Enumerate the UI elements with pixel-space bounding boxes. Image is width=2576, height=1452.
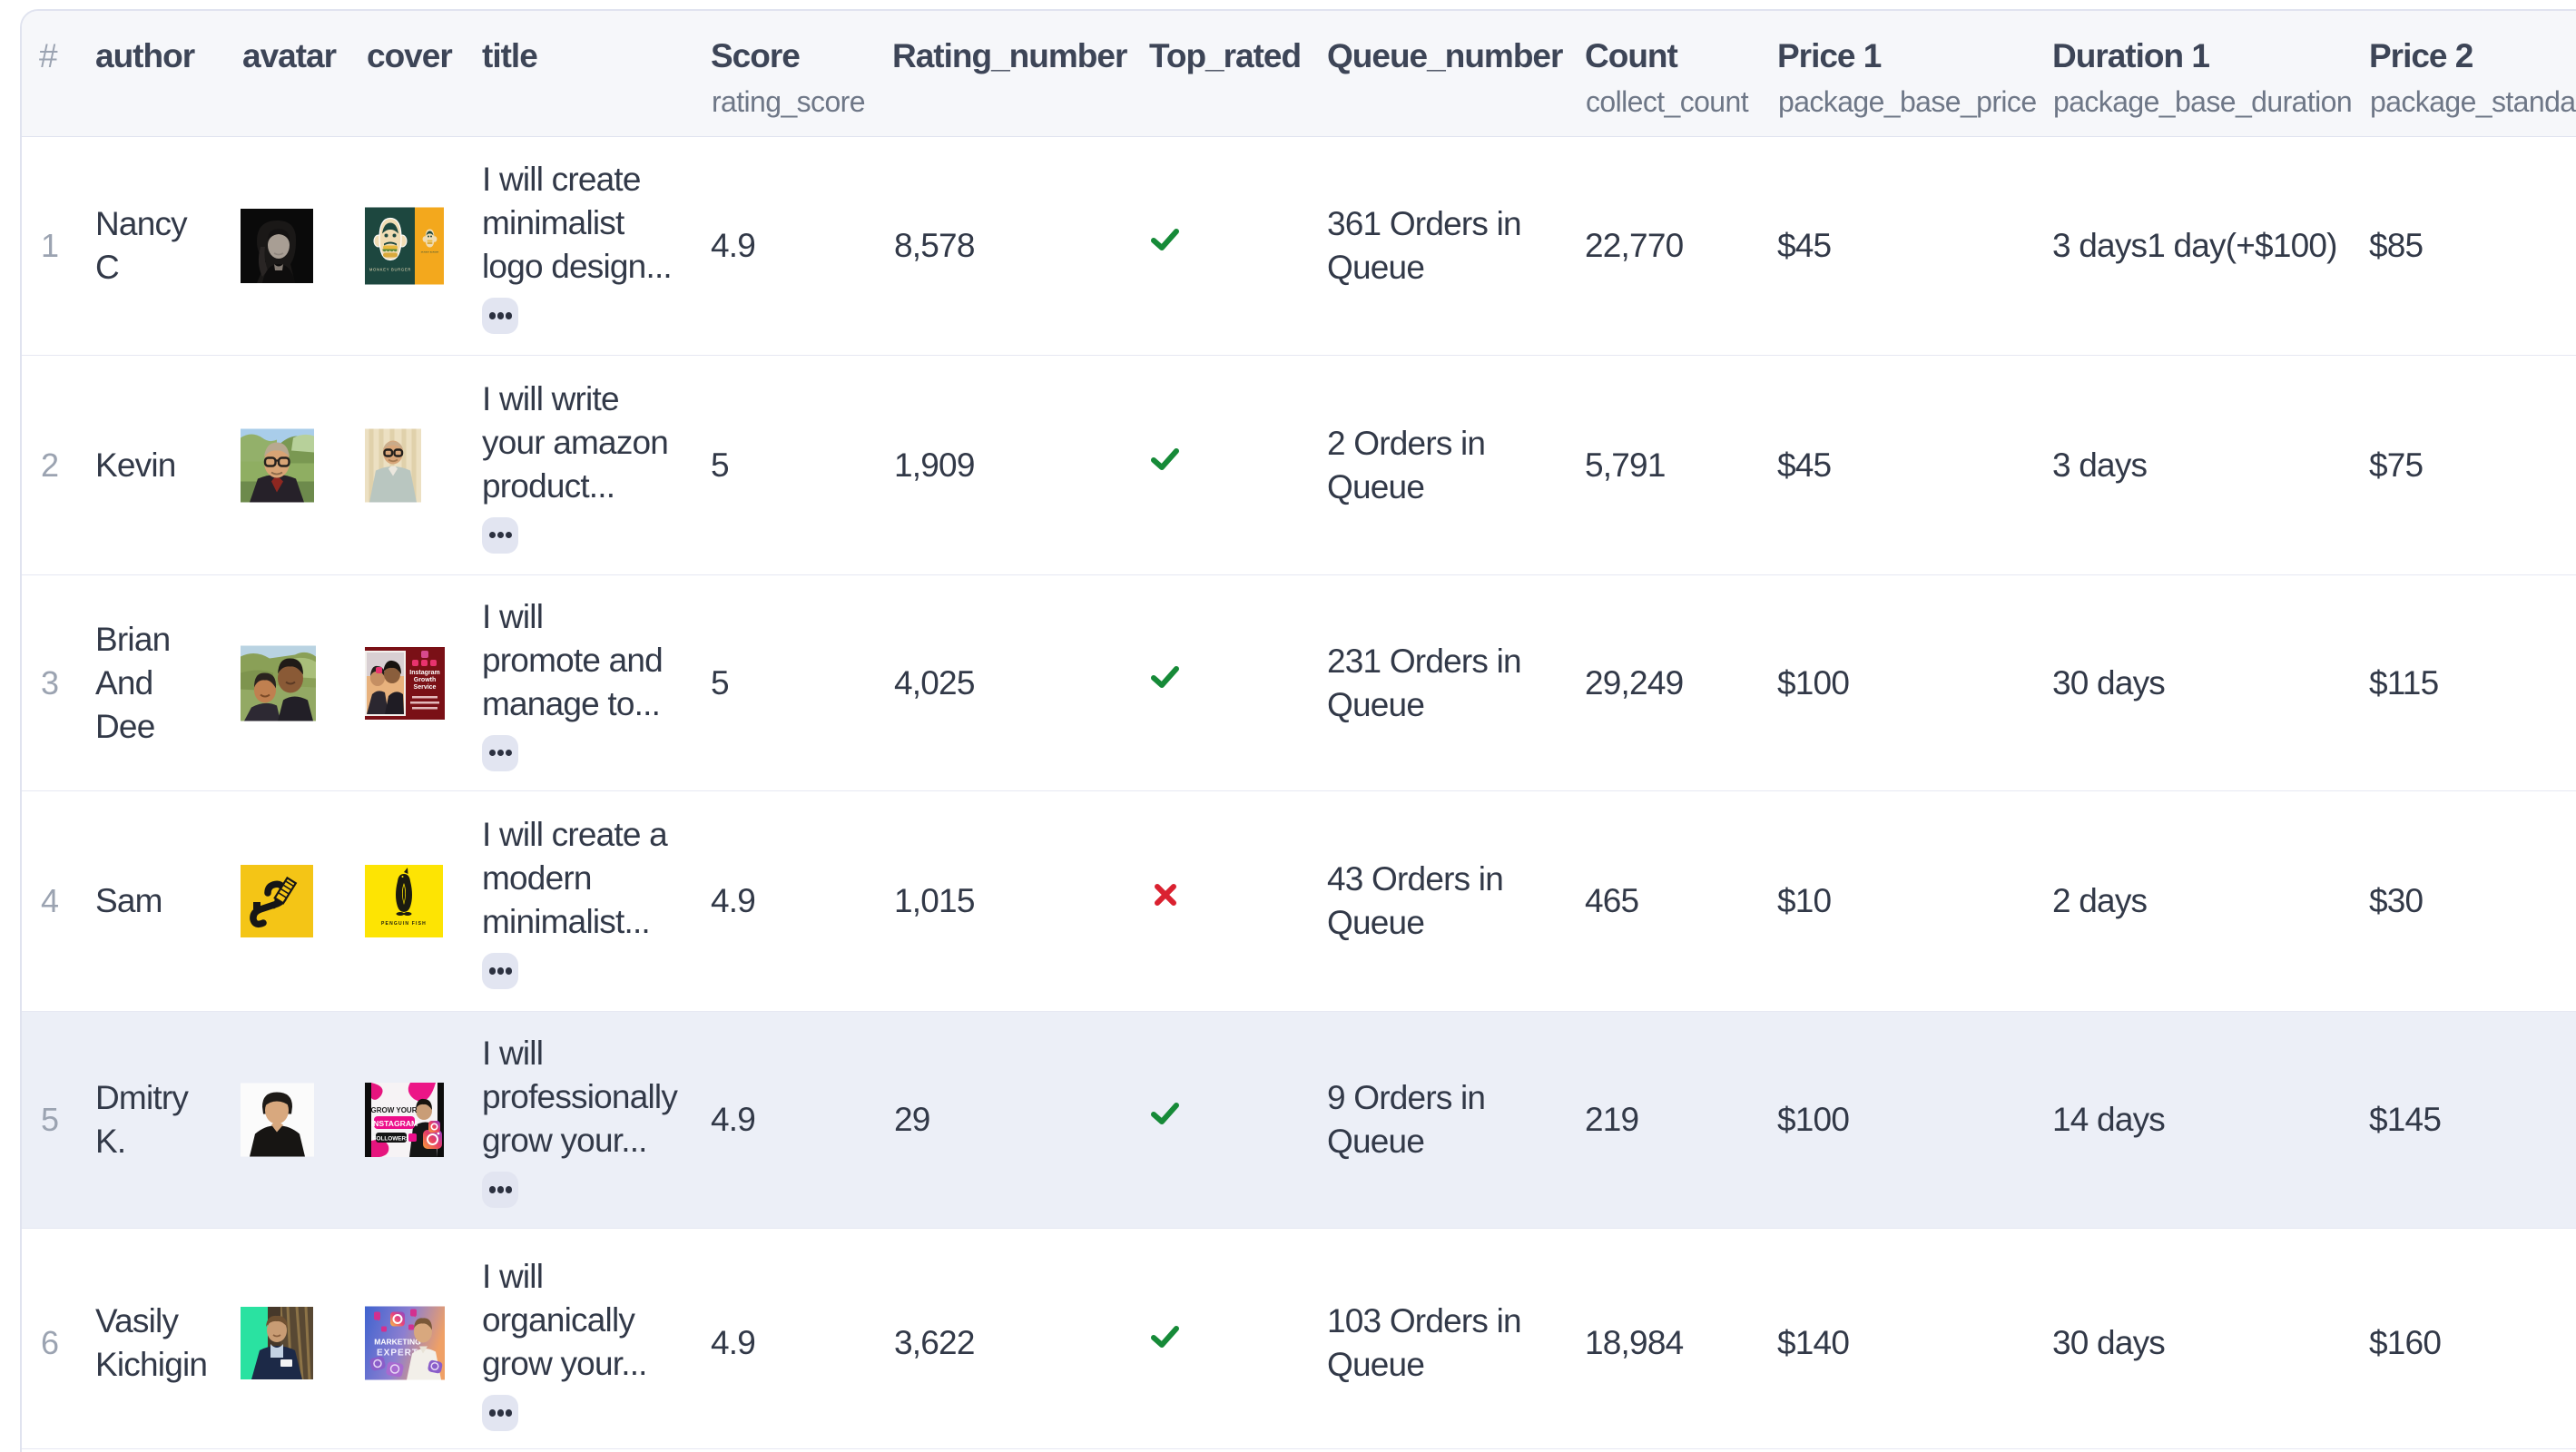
svg-text:INSTAGRAM: INSTAGRAM [371, 1119, 418, 1128]
svg-text:GROW YOUR: GROW YOUR [371, 1106, 418, 1114]
svg-text:MARKETING: MARKETING [374, 1338, 421, 1347]
svg-text:MONKEY BURGER: MONKEY BURGER [421, 252, 439, 254]
svg-text:PENGUIN FISH: PENGUIN FISH [381, 921, 427, 927]
svg-text:MONKEY BURGER: MONKEY BURGER [369, 268, 411, 272]
svg-text:EXPERT: EXPERT [377, 1349, 418, 1359]
svg-text:Growth: Growth [414, 677, 437, 683]
svg-text:Instagram: Instagram [409, 670, 439, 676]
svg-text:FOLLOWERS: FOLLOWERS [373, 1136, 411, 1143]
svg-text:Service: Service [414, 684, 437, 691]
